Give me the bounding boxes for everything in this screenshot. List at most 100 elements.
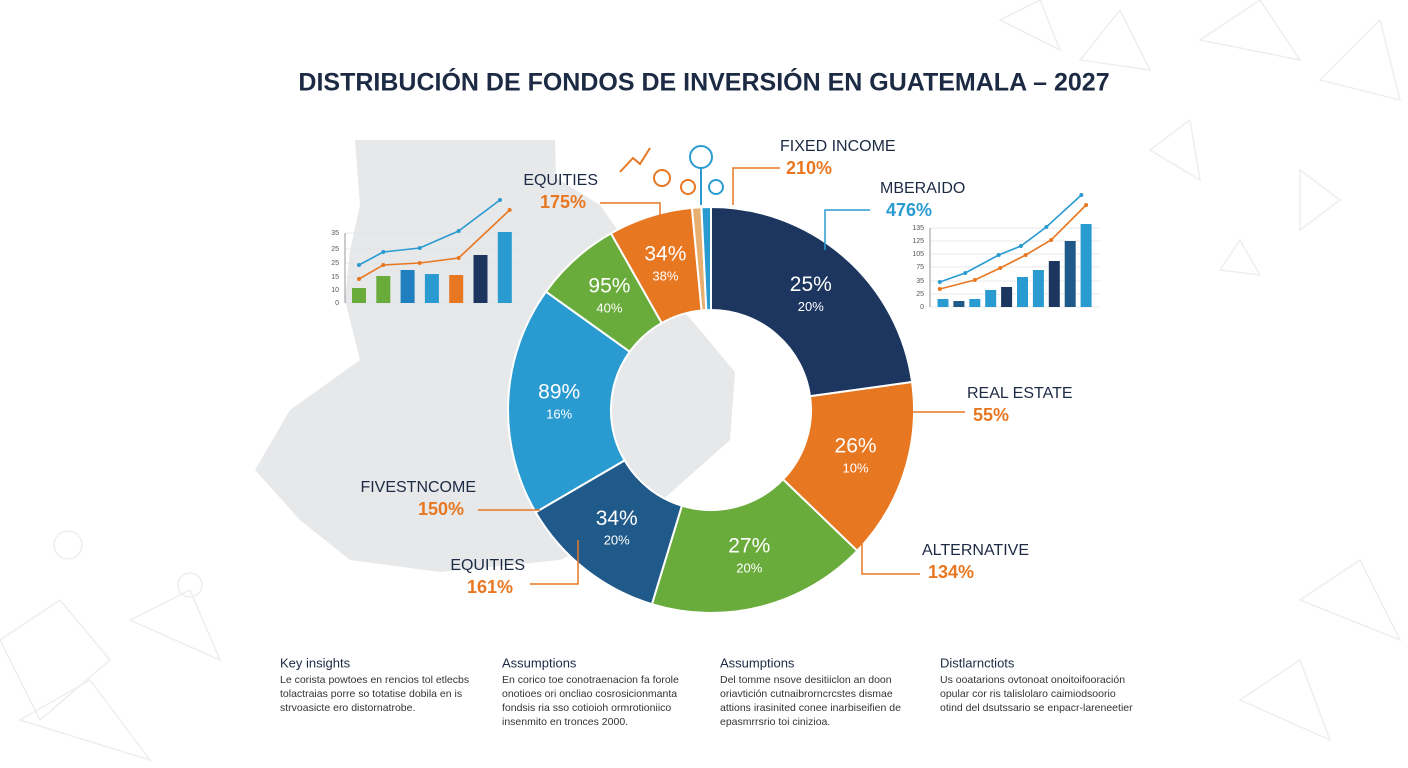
y-tick-label: 35 [916,278,924,285]
bar [1064,241,1076,307]
coin-outline [53,530,83,560]
segment-sublabel: 16% [546,406,572,421]
y-tick-label: 25 [331,260,339,267]
footer-text: Del tomme nsove desitiiclon an doon [720,674,892,686]
donut-segment [507,290,632,514]
coin-icon [708,179,724,195]
footer-heading: Distlarnctiots [940,655,1015,670]
callout-name: MBERAIDO [880,180,965,197]
trend-point [996,253,1001,257]
callout-value: 476% [886,200,932,220]
segment-sublabel: 20% [736,561,762,576]
donut-segment [781,380,915,553]
footer-text: Le corista powtoes en rencios tol etlecb… [280,674,469,686]
leader-line [732,167,780,205]
callout-name: EQUITIES [523,172,598,189]
coin-outline [177,572,203,598]
bar [497,232,512,303]
trend-line [939,194,1082,283]
bar [352,288,366,303]
segment-sublabel: 20% [604,533,630,548]
trend-point [417,246,422,250]
y-tick-label: 75 [916,264,924,271]
trend-point [357,277,361,281]
title: DISTRIBUCIÓN DE FONDOS DE INVERSIÓN EN G… [298,67,1109,97]
bar [473,255,488,303]
footer-text: Us ooatarions ovtonoat onoitoifooración [940,674,1125,686]
y-tick-label: 10 [331,287,339,294]
footer-heading: Assumptions [720,655,795,670]
footer-text: oriavtición cutnaibrorncrcstes dismae [720,688,893,700]
footer-heading: Key insights [280,655,351,670]
segment-sublabel: 10% [843,460,869,475]
trend-point [1023,253,1028,257]
coin-icon [653,169,671,187]
trend-point [1018,244,1023,248]
footer-text: onotioes ori oncliao cosrosicionmanta [502,688,677,700]
finance-icons [619,145,724,205]
callout-value: 161% [467,577,513,597]
footer-text: fondsis ria sso cotioioh ormrotioniico [502,702,671,714]
trend-point [937,280,942,284]
segment-label: 27% [728,535,770,558]
callout-value: 210% [786,158,832,178]
bar [1048,261,1060,307]
y-tick-label: 25 [331,246,339,253]
callout-name: FIVESTNCOME [360,479,476,496]
segment-label: 34% [644,243,686,266]
trend-point [972,278,977,282]
trend-line [939,204,1087,290]
y-tick-label: 0 [920,304,924,311]
bar [1032,270,1044,307]
trend-point [381,263,386,267]
trend-point [497,198,502,202]
bar [937,299,949,307]
footer-text: opular cor ris talislolaro caimiodsoorio [940,688,1116,700]
trend-point [1044,225,1049,229]
callout-name: FIXED INCOME [780,138,896,155]
bar [953,301,965,307]
geometric-shapes [0,558,1402,762]
bar [400,270,415,303]
footer-text: strvoasicte ero distornatrobe. [280,702,415,714]
footer-text: En corico toe conotraenacion fa forole [502,674,679,686]
y-tick-label: 105 [912,251,924,258]
footer-text: otind del dsutssario se enpacr-lareneeti… [940,702,1133,714]
segment-label: 95% [588,274,630,297]
trend-point [357,263,361,267]
y-tick-label: 25 [916,291,924,298]
donut-segment [700,205,712,312]
coin-icon [680,179,696,195]
trend-point [381,250,386,254]
y-tick-label: 0 [335,300,339,307]
trend-point [1079,193,1084,197]
bar [1017,277,1028,307]
bar [424,274,439,303]
trend-point [417,261,422,265]
footer-text: insenmito en tronces 2000. [502,716,628,728]
trend-point [998,266,1003,270]
trend-point [1084,203,1089,207]
y-tick-label: 135 [912,225,924,232]
bar [1001,287,1013,307]
y-tick-label: 125 [912,238,924,245]
callout-value: 55% [973,405,1009,425]
segment-label: 89% [538,380,580,403]
trend-point [507,208,512,212]
y-tick-label: 15 [331,274,339,281]
trend-point [456,229,461,233]
bar [449,275,464,303]
trend-icon [619,147,651,173]
segment-sublabel: 20% [798,299,824,314]
footer-text: epasmrrsrio toi cinizioa. [720,716,830,728]
footer-text: tolactraias porre so totatise dobila en … [280,688,462,700]
callout-value: 150% [418,499,464,519]
callout-name: ALTERNATIVE [922,542,1029,559]
callout-value: 175% [540,192,586,212]
donut-segment [650,477,859,614]
bar [376,276,391,303]
trend-point [937,287,942,291]
